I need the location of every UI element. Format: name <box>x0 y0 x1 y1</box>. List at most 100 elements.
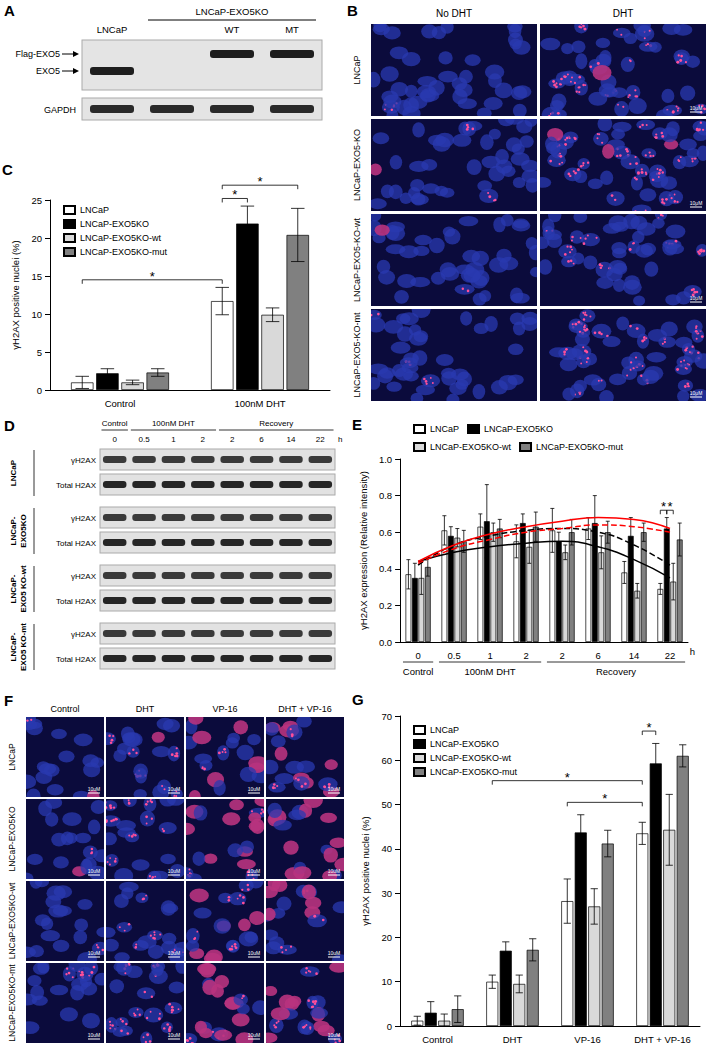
svg-text:Control: Control <box>102 419 128 428</box>
svg-text:1: 1 <box>171 435 176 444</box>
svg-text:10uM: 10uM <box>168 868 181 874</box>
svg-text:DHT + VP-16: DHT + VP-16 <box>278 704 332 714</box>
svg-text:10uM: 10uM <box>328 868 341 874</box>
svg-text:0: 0 <box>387 1021 392 1032</box>
svg-text:25: 25 <box>31 195 42 206</box>
svg-text:No DHT: No DHT <box>436 8 472 19</box>
svg-text:EXO5: EXO5 <box>36 66 60 76</box>
svg-text:5: 5 <box>37 347 42 358</box>
svg-text:0: 0 <box>37 385 42 396</box>
svg-text:10uM: 10uM <box>248 1032 261 1038</box>
svg-text:Total H2AX: Total H2AX <box>56 539 97 548</box>
svg-text:γH2AX positive nuclei (%): γH2AX positive nuclei (%) <box>10 240 21 349</box>
svg-text:DHT: DHT <box>136 704 155 714</box>
svg-text:LNCaP-EXO5KO-mut: LNCaP-EXO5KO-mut <box>536 442 624 452</box>
svg-text:2: 2 <box>559 650 564 661</box>
svg-text:20: 20 <box>31 233 42 244</box>
svg-text:10μM: 10μM <box>690 390 703 396</box>
svg-text:0: 0 <box>112 435 117 444</box>
svg-text:LNCaP-: LNCaP- <box>9 574 18 603</box>
svg-text:10uM: 10uM <box>168 950 181 956</box>
svg-text:10uM: 10uM <box>88 868 101 874</box>
svg-text:0.6: 0.6 <box>379 527 392 538</box>
svg-text:G: G <box>352 691 364 708</box>
svg-text:h: h <box>690 646 695 657</box>
svg-text:h: h <box>338 435 342 444</box>
svg-text:10μM: 10μM <box>690 200 703 206</box>
svg-text:20: 20 <box>381 932 392 943</box>
svg-text:LNCaP: LNCaP <box>430 424 459 434</box>
svg-text:γH2AX positive nuclei (%): γH2AX positive nuclei (%) <box>360 816 371 925</box>
svg-text:14: 14 <box>629 650 640 661</box>
svg-text:γH2AX: γH2AX <box>71 572 97 581</box>
svg-text:100nM DHT: 100nM DHT <box>152 419 195 428</box>
svg-text:1.0: 1.0 <box>379 454 392 465</box>
svg-text:10uM: 10uM <box>88 950 101 956</box>
svg-text:22: 22 <box>316 435 325 444</box>
svg-text:0.2: 0.2 <box>379 600 392 611</box>
svg-text:6: 6 <box>259 435 264 444</box>
svg-text:LNCaP-EXO5KO: LNCaP-EXO5KO <box>196 6 269 17</box>
svg-text:10: 10 <box>31 309 42 320</box>
svg-text:DHT + VP-16: DHT + VP-16 <box>634 1034 691 1045</box>
svg-text:30: 30 <box>381 888 392 899</box>
svg-text:LNCaP: LNCaP <box>80 205 109 215</box>
svg-text:VP-16: VP-16 <box>212 704 237 714</box>
svg-text:LNCaP-EXO5KO-wt: LNCaP-EXO5KO-wt <box>430 442 512 452</box>
svg-text:LNCaP: LNCaP <box>352 55 362 84</box>
svg-text:100nM DHT: 100nM DHT <box>234 398 285 409</box>
svg-text:LNCaP-EXO5KO-mut: LNCaP-EXO5KO-mut <box>80 247 168 257</box>
svg-text:LNCaP-EXO5KO: LNCaP-EXO5KO <box>484 424 553 434</box>
svg-text:VP-16: VP-16 <box>574 1034 600 1045</box>
svg-text:LNCaP-EXO5KO-mt: LNCaP-EXO5KO-mt <box>7 964 17 1042</box>
svg-text:15: 15 <box>31 271 42 282</box>
svg-text:22: 22 <box>665 650 676 661</box>
svg-text:10uM: 10uM <box>248 868 261 874</box>
svg-text:*: * <box>602 791 607 806</box>
svg-text:DHT: DHT <box>613 8 634 19</box>
svg-text:1: 1 <box>487 650 492 661</box>
svg-text:Recovery: Recovery <box>596 666 636 677</box>
svg-text:MT: MT <box>285 24 299 35</box>
svg-text:Control: Control <box>422 1034 453 1045</box>
svg-text:10μM: 10μM <box>690 295 703 301</box>
svg-text:γH2AX: γH2AX <box>71 456 97 465</box>
svg-text:0.5: 0.5 <box>447 650 460 661</box>
svg-text:Total H2AX: Total H2AX <box>56 597 97 606</box>
svg-text:LNCaP-EXO5KO-wt: LNCaP-EXO5KO-wt <box>430 753 512 763</box>
svg-text:LNCaP-EXO5-KO-wt: LNCaP-EXO5-KO-wt <box>352 217 362 302</box>
svg-text:10uM: 10uM <box>248 786 261 792</box>
svg-text:C: C <box>2 161 13 178</box>
svg-text:*: * <box>565 770 570 785</box>
svg-text:LNCaP-: LNCaP- <box>9 516 18 545</box>
svg-text:EXO5KO: EXO5KO <box>19 514 28 547</box>
svg-text:6: 6 <box>595 650 600 661</box>
svg-text:40: 40 <box>381 843 392 854</box>
svg-text:0.5: 0.5 <box>139 435 151 444</box>
svg-text:γH2AX expression (Relative int: γH2AX expression (Relative intensity) <box>358 471 369 630</box>
svg-text:LNCaP-EXO5-KO-mt: LNCaP-EXO5-KO-mt <box>352 312 362 398</box>
svg-text:LNCaP: LNCaP <box>7 743 17 771</box>
svg-text:10uM: 10uM <box>168 786 181 792</box>
svg-text:Total H2AX: Total H2AX <box>56 655 97 664</box>
svg-text:WT: WT <box>225 24 240 35</box>
svg-text:0.0: 0.0 <box>379 637 392 648</box>
svg-text:EXO5 KO-wt: EXO5 KO-wt <box>19 565 28 612</box>
svg-text:*: * <box>667 499 672 514</box>
svg-text:LNCaP-EXO5KO: LNCaP-EXO5KO <box>80 219 149 229</box>
svg-text:LNCaP: LNCaP <box>9 459 18 486</box>
svg-text:0.8: 0.8 <box>379 490 392 501</box>
svg-text:LNCaP-EXO5KO: LNCaP-EXO5KO <box>7 806 17 872</box>
svg-text:LNCaP-EXO5KO: LNCaP-EXO5KO <box>430 739 499 749</box>
svg-text:LNCaP: LNCaP <box>430 725 459 735</box>
svg-text:10uM: 10uM <box>168 1032 181 1038</box>
svg-text:GAPDH: GAPDH <box>44 105 76 115</box>
svg-text:DHT: DHT <box>503 1034 523 1045</box>
svg-text:10uM: 10uM <box>88 1032 101 1038</box>
svg-text:100nM DHT: 100nM DHT <box>464 666 515 677</box>
svg-text:LNCaP-EXO5KO-wt: LNCaP-EXO5KO-wt <box>80 233 162 243</box>
svg-text:10uM: 10uM <box>248 950 261 956</box>
svg-text:LNCaP: LNCaP <box>97 24 128 35</box>
svg-text:*: * <box>232 187 237 202</box>
svg-text:B: B <box>347 2 358 19</box>
